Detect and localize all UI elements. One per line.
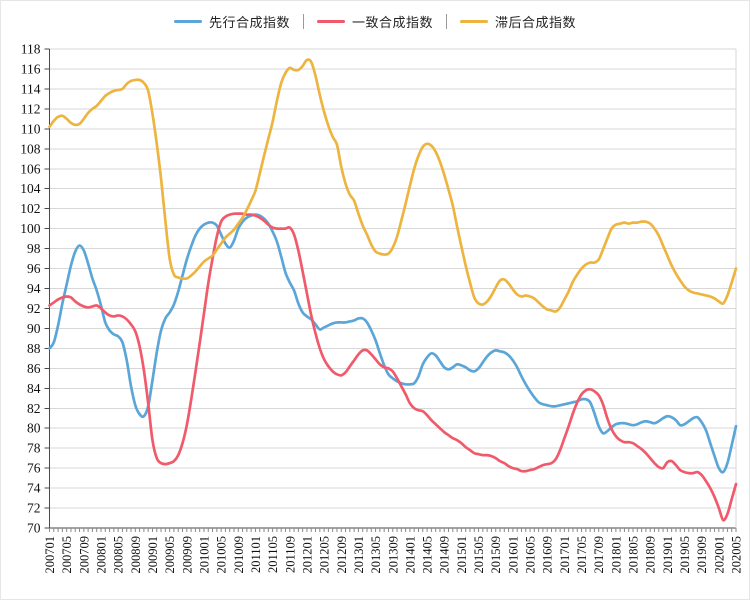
x-tick-label: 201405 xyxy=(421,536,435,574)
legend-label-coincident-index: 一致合成指数 xyxy=(351,14,433,30)
y-tick-label: 94 xyxy=(27,281,41,296)
legend-line-swatch-red xyxy=(316,19,345,23)
series-lines xyxy=(48,58,738,522)
x-tick-label: 200905 xyxy=(163,536,177,574)
y-tick-label: 86 xyxy=(27,361,41,376)
x-tick-label: 201201 xyxy=(300,536,314,574)
y-tick-label: 80 xyxy=(27,421,41,436)
y-tick-label: 100 xyxy=(20,221,41,236)
series-line-2 xyxy=(48,58,738,313)
series-line-1 xyxy=(48,212,738,522)
y-tick-label: 116 xyxy=(21,61,41,76)
x-tick-label: 201009 xyxy=(232,536,246,574)
y-tick-label: 74 xyxy=(27,481,41,496)
x-tick-label: 201701 xyxy=(558,536,572,574)
chart-legend: 先行合成指数 一致合成指数 滞后合成指数 xyxy=(1,10,749,32)
legend-line-swatch-blue xyxy=(173,19,202,23)
x-tick-label: 201709 xyxy=(592,536,606,574)
x-tick-label: 201205 xyxy=(318,536,332,574)
x-tick-label: 201305 xyxy=(369,536,383,574)
grid-lines xyxy=(49,48,737,529)
y-tick-label: 76 xyxy=(27,461,41,476)
x-tick-label: 201601 xyxy=(506,536,520,574)
x-tick-label: 201809 xyxy=(644,536,658,574)
x-tick-label: 200701 xyxy=(43,536,57,574)
legend-line-swatch-yellow xyxy=(460,19,488,23)
legend-separator xyxy=(446,13,447,29)
series-line-0 xyxy=(48,213,738,474)
x-tick-label: 200809 xyxy=(129,536,143,574)
x-tick-label: 201301 xyxy=(352,536,366,574)
x-tick-label: 201409 xyxy=(438,536,452,574)
y-tick-label: 114 xyxy=(21,81,41,96)
y-tick-label: 88 xyxy=(27,341,41,356)
y-axis-labels: 70 72 74 76 78 80 82 84 86 88 90 92 94 96 98 100 102 104 1… xyxy=(20,42,41,536)
x-tick-label: 201401 xyxy=(403,536,417,574)
x-tick-label: 201101 xyxy=(249,536,263,573)
y-tick-label: 110 xyxy=(21,121,41,136)
y-tick-label: 72 xyxy=(27,501,41,516)
x-tick-label: 201905 xyxy=(678,536,692,574)
x-tick-label: 201705 xyxy=(575,536,589,574)
y-tick-label: 78 xyxy=(27,441,41,456)
legend-label-leading-index: 先行合成指数 xyxy=(208,14,290,30)
x-tick-label: 201505 xyxy=(472,536,486,574)
legend-label-lagging-index: 滞后合成指数 xyxy=(495,14,577,30)
legend-item-leading-index[interactable]: 先行合成指数 xyxy=(173,12,290,31)
x-tick-label: 201209 xyxy=(335,536,349,574)
x-tick-label: 200901 xyxy=(146,536,160,574)
y-tick-label: 104 xyxy=(20,181,41,196)
x-tick-label: 202005 xyxy=(730,536,744,574)
y-tick-label: 108 xyxy=(20,141,41,156)
x-tick-label: 200801 xyxy=(94,536,108,574)
x-tick-label: 200909 xyxy=(180,536,194,574)
x-tick-label: 201909 xyxy=(695,536,709,574)
x-tick-label: 201805 xyxy=(627,536,641,574)
x-tick-label: 201005 xyxy=(215,536,229,574)
x-tick-label: 201309 xyxy=(386,536,400,574)
y-tick-label: 70 xyxy=(27,521,41,536)
y-tick-label: 98 xyxy=(27,241,41,256)
x-tick-label: 201001 xyxy=(197,536,211,574)
x-tick-label: 200709 xyxy=(77,536,91,574)
x-tick-label: 201509 xyxy=(489,536,503,574)
x-tick-label: 201901 xyxy=(661,536,675,574)
y-tick-label: 82 xyxy=(27,401,41,416)
x-tick-label: 201605 xyxy=(524,536,538,574)
x-tick-label: 201801 xyxy=(609,536,623,574)
x-axis-labels: 200701 200705 200709 200801 200805 200809 2009… xyxy=(43,536,744,574)
x-tick-label: 202001 xyxy=(712,536,726,574)
y-tick-label: 92 xyxy=(27,301,41,316)
x-tick-label: 201105 xyxy=(266,536,280,573)
x-tick-label: 200805 xyxy=(112,536,126,574)
legend-item-lagging-index[interactable]: 滞后合成指数 xyxy=(460,12,576,31)
x-tick-label: 201109 xyxy=(283,536,297,573)
y-tick-label: 84 xyxy=(27,381,41,396)
y-tick-label: 96 xyxy=(27,261,41,276)
x-tick-label: 201609 xyxy=(541,536,555,574)
legend-separator xyxy=(302,13,304,29)
axes xyxy=(44,48,737,532)
x-tick-label: 201501 xyxy=(455,536,469,574)
y-tick-label: 106 xyxy=(20,161,41,176)
y-tick-label: 102 xyxy=(20,201,40,216)
y-tick-label: 90 xyxy=(27,321,41,336)
y-tick-label: 118 xyxy=(21,42,41,57)
legend-item-coincident-index[interactable]: 一致合成指数 xyxy=(316,12,433,31)
y-tick-label: 112 xyxy=(21,101,41,116)
x-tick-label: 200705 xyxy=(60,536,74,574)
